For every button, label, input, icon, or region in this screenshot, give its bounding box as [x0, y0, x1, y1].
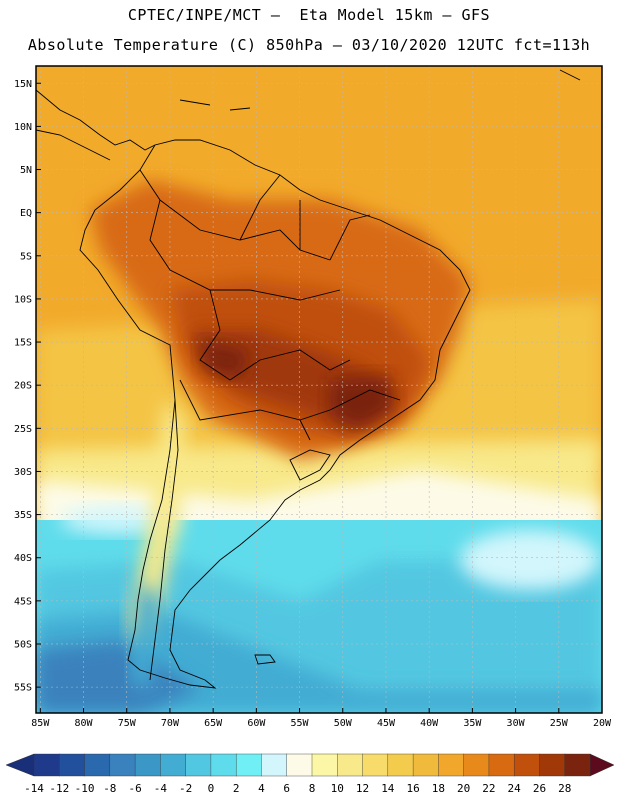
- lon-label: 80W: [74, 718, 93, 729]
- lat-label: 25S: [14, 424, 32, 435]
- lat-label: 20S: [14, 381, 32, 392]
- lon-label: 85W: [31, 718, 50, 729]
- lat-label: 50S: [14, 639, 32, 650]
- colorbar-label: 6: [283, 782, 290, 795]
- colorbar: -14 -12 -10 -8 -6 -4 -2 0 2 4 6 8 10 12 14 16 18 20 22 24 26…: [5, 753, 615, 795]
- colorbar-swatch: [463, 753, 490, 777]
- colorbar-swatch: [488, 753, 515, 777]
- colorbar-label: 20: [457, 782, 470, 795]
- title-line-2: Absolute Temperature (C) 850hPa – 03/10/…: [27, 36, 591, 54]
- lat-label: 5N: [20, 165, 32, 176]
- colorbar-label: 8: [309, 782, 316, 795]
- lon-label: 60W: [247, 718, 266, 729]
- colorbar-swatch: [261, 753, 288, 777]
- title-line-1: CPTEC/INPE/MCT – Eta Model 15km – GFS: [127, 6, 491, 24]
- colorbar-swatch: [134, 753, 161, 777]
- colorbar-label: -14: [24, 782, 44, 795]
- south-america-coastline: [79, 139, 471, 689]
- coastline-borders: [35, 69, 581, 689]
- colorbar-swatch: [59, 753, 86, 777]
- lat-label: 30S: [14, 467, 32, 478]
- lon-label: 50W: [334, 718, 353, 729]
- lat-label: 10N: [14, 122, 32, 133]
- coldest-ocean-patch: [36, 640, 200, 713]
- lon-label: 35W: [463, 718, 482, 729]
- colorbar-swatch: [311, 753, 338, 777]
- colorbar-label: -12: [49, 782, 69, 795]
- colorbar-swatch: [84, 753, 111, 777]
- lat-label: 35S: [14, 510, 32, 521]
- colorbar-swatch: [33, 753, 60, 777]
- colorbar-swatch: [185, 753, 212, 777]
- central-america-coastline: [35, 89, 156, 161]
- colorbar-swatch: [160, 753, 187, 777]
- uruguay-border: [289, 449, 331, 481]
- land-hottest-west: [200, 340, 250, 380]
- latitude-labels: 15N 10N 5N EQ 5S 10S 15S 20S 25S 30S 35S 40S 45S 50S 5…: [14, 79, 41, 694]
- temperature-field: [36, 66, 602, 713]
- lon-label: 30W: [507, 718, 526, 729]
- colorbar-swatch: [412, 753, 439, 777]
- land-hottest-core: [330, 375, 395, 430]
- lat-label: 40S: [14, 553, 32, 564]
- lon-label: 70W: [161, 718, 180, 729]
- lat-label: 15N: [14, 79, 32, 90]
- longitude-labels: 85W 80W 75W 70W 65W 60W 55W 50W 45W 40W 35W 30W 25W 2…: [31, 708, 612, 729]
- colorbar-label: 10: [331, 782, 344, 795]
- colorbar-label: -6: [128, 782, 141, 795]
- graticule: [36, 66, 603, 713]
- colorbar-low-arrow: [5, 753, 35, 777]
- colorbar-label: 22: [482, 782, 495, 795]
- colorbar-label: -4: [154, 782, 168, 795]
- colorbar-swatch: [235, 753, 262, 777]
- colorbar-swatch: [337, 753, 364, 777]
- lon-label: 75W: [118, 718, 137, 729]
- colorbar-label: -2: [179, 782, 192, 795]
- colorbar-label: 0: [208, 782, 215, 795]
- chile-argentina-border: [149, 399, 179, 681]
- colorbar-label: 12: [356, 782, 369, 795]
- lon-label: 45W: [377, 718, 396, 729]
- lat-label: EQ: [20, 208, 32, 219]
- lon-label: 20W: [593, 718, 612, 729]
- colorbar-label: 18: [432, 782, 445, 795]
- colorbar-swatch: [109, 753, 136, 777]
- colorbar-label: 14: [381, 782, 395, 795]
- colorbar-label: 28: [558, 782, 571, 795]
- lon-label: 40W: [420, 718, 439, 729]
- lat-label: 5S: [20, 251, 32, 262]
- colorbar-label: 2: [233, 782, 240, 795]
- colorbar-label: 26: [533, 782, 546, 795]
- country-borders: [139, 169, 401, 441]
- lat-label: 15S: [14, 338, 32, 349]
- colorbar-label: -10: [75, 782, 95, 795]
- colorbar-label: 24: [508, 782, 522, 795]
- lon-label: 25W: [550, 718, 569, 729]
- lat-label: 10S: [14, 294, 32, 305]
- colorbar-label: 4: [258, 782, 265, 795]
- lat-label: 55S: [14, 683, 32, 694]
- colorbar-swatch: [362, 753, 389, 777]
- colorbar-swatch: [564, 753, 591, 777]
- lon-label: 55W: [291, 718, 310, 729]
- colorbar-swatch: [387, 753, 414, 777]
- colorbar-swatch: [539, 753, 566, 777]
- colorbar-swatch: [513, 753, 540, 777]
- caribbean-islands: [179, 69, 581, 111]
- colorbar-swatch: [286, 753, 313, 777]
- map-frame: [35, 65, 603, 714]
- cool-eddy: [460, 530, 600, 590]
- colorbar-label: 16: [406, 782, 419, 795]
- lat-label: 45S: [14, 596, 32, 607]
- colorbar-high-arrow: [589, 753, 615, 777]
- colorbar-swatch: [438, 753, 465, 777]
- colorbar-swatch: [210, 753, 237, 777]
- lon-label: 65W: [204, 718, 223, 729]
- falklands: [254, 654, 276, 665]
- colorbar-label: -8: [103, 782, 116, 795]
